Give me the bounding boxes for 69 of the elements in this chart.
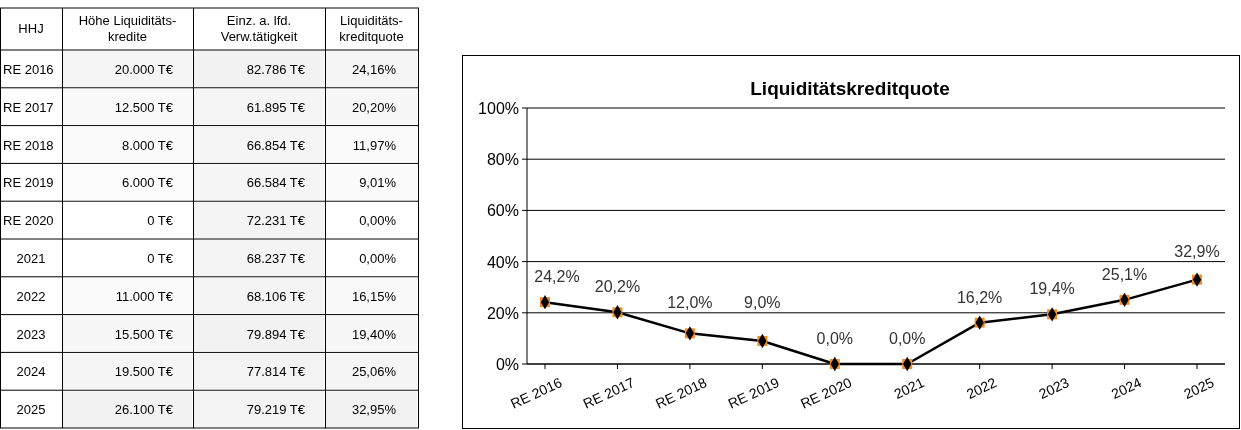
- chart-title: Liquiditätskreditquote: [750, 78, 950, 99]
- data-label: 25,1%: [1101, 265, 1148, 283]
- data-label: 19,40%: [351, 326, 397, 342]
- x-tick-label: RE 2017: [580, 374, 637, 412]
- data-label: 11.000 T€: [115, 288, 174, 304]
- x-tick-label: RE 2019: [725, 374, 782, 412]
- data-label: 82.786 T€: [246, 61, 306, 77]
- x-tick-label: 2025: [1181, 374, 1217, 402]
- data-label: 0 T€: [147, 213, 174, 229]
- y-tick-label: RE 2018: [3, 137, 54, 153]
- y-tick-label: RE 2016: [3, 61, 54, 77]
- y-tick-label: 20%: [486, 304, 519, 322]
- data-label: 20.000 T€: [114, 61, 174, 77]
- y-tick-label: 100%: [478, 100, 519, 117]
- data-label: 32,95%: [351, 402, 397, 418]
- data-label: 66.584 T€: [246, 175, 306, 191]
- x-tick-label: Höhe Liquiditäts- kredite: [78, 13, 177, 44]
- data-label: 11,97%: [352, 137, 397, 153]
- y-axis-title: HHJ: [18, 21, 44, 36]
- data-label: 68.106 T€: [246, 288, 306, 304]
- y-tick-label: RE 2017: [3, 99, 54, 115]
- data-label: 19,4%: [1029, 280, 1075, 298]
- x-tick-label: 2022: [963, 374, 1000, 402]
- x-tick-label: RE 2018: [653, 374, 710, 412]
- y-tick-label: RE 2020: [3, 213, 54, 229]
- data-label: 79.894 T€: [246, 326, 306, 342]
- data-label: 72.231 T€: [246, 213, 306, 229]
- data-label: 66.854 T€: [246, 137, 306, 153]
- data-label: 61.895 T€: [246, 99, 306, 115]
- data-label: 15.500 T€: [114, 326, 174, 342]
- y-tick-label: RE 2019: [3, 175, 54, 191]
- y-tick-label: 2022: [16, 288, 46, 304]
- data-label: 20,20%: [351, 99, 397, 115]
- data-label: 9,0%: [744, 293, 781, 311]
- data-label: 0,00%: [359, 213, 397, 229]
- x-tick-label: 2024: [1108, 374, 1145, 402]
- y-tick-label: 40%: [486, 253, 519, 271]
- x-tick-label: RE 2020: [797, 374, 855, 412]
- data-label: 12.500 T€: [114, 99, 174, 115]
- data-label: 68.237 T€: [246, 250, 306, 266]
- data-label: 24,2%: [534, 268, 580, 286]
- y-tick-label: 0%: [495, 356, 519, 373]
- data-label: 19.500 T€: [114, 364, 174, 380]
- x-tick-label: Liquiditäts- kreditquote: [339, 13, 404, 44]
- data-label: 32,9%: [1174, 242, 1220, 260]
- x-tick-label: Einz. a. lfd. Verw.tätigkeit: [220, 13, 298, 44]
- y-tick-label: 2024: [16, 364, 46, 380]
- data-label: 0 T€: [147, 250, 174, 266]
- data-label: 24,16%: [351, 61, 397, 77]
- data-label: 0,0%: [816, 330, 854, 347]
- data-label: 77.814 T€: [246, 364, 306, 380]
- data-label: 8.000 T€: [121, 137, 174, 153]
- data-label: 12,0%: [667, 293, 713, 311]
- data-label: 6.000 T€: [121, 175, 174, 191]
- data-label: 26.100 T€: [114, 402, 174, 418]
- y-tick-label: 80%: [486, 151, 519, 169]
- y-tick-label: 2023: [16, 326, 46, 342]
- data-label: 25,06%: [351, 364, 397, 380]
- data-label: 20,2%: [594, 278, 641, 296]
- y-tick-label: 2021: [16, 250, 46, 266]
- data-label: 0,0%: [888, 330, 926, 347]
- x-tick-label: 2021: [891, 374, 927, 402]
- data-label: 79.219 T€: [246, 402, 306, 418]
- y-tick-label: 60%: [486, 202, 519, 220]
- data-label: 16,2%: [956, 288, 1003, 306]
- data-label: 0,00%: [359, 250, 397, 266]
- x-tick-label: 2023: [1036, 374, 1072, 402]
- data-label: 16,15%: [351, 288, 397, 304]
- data-label: 9,01%: [359, 175, 397, 191]
